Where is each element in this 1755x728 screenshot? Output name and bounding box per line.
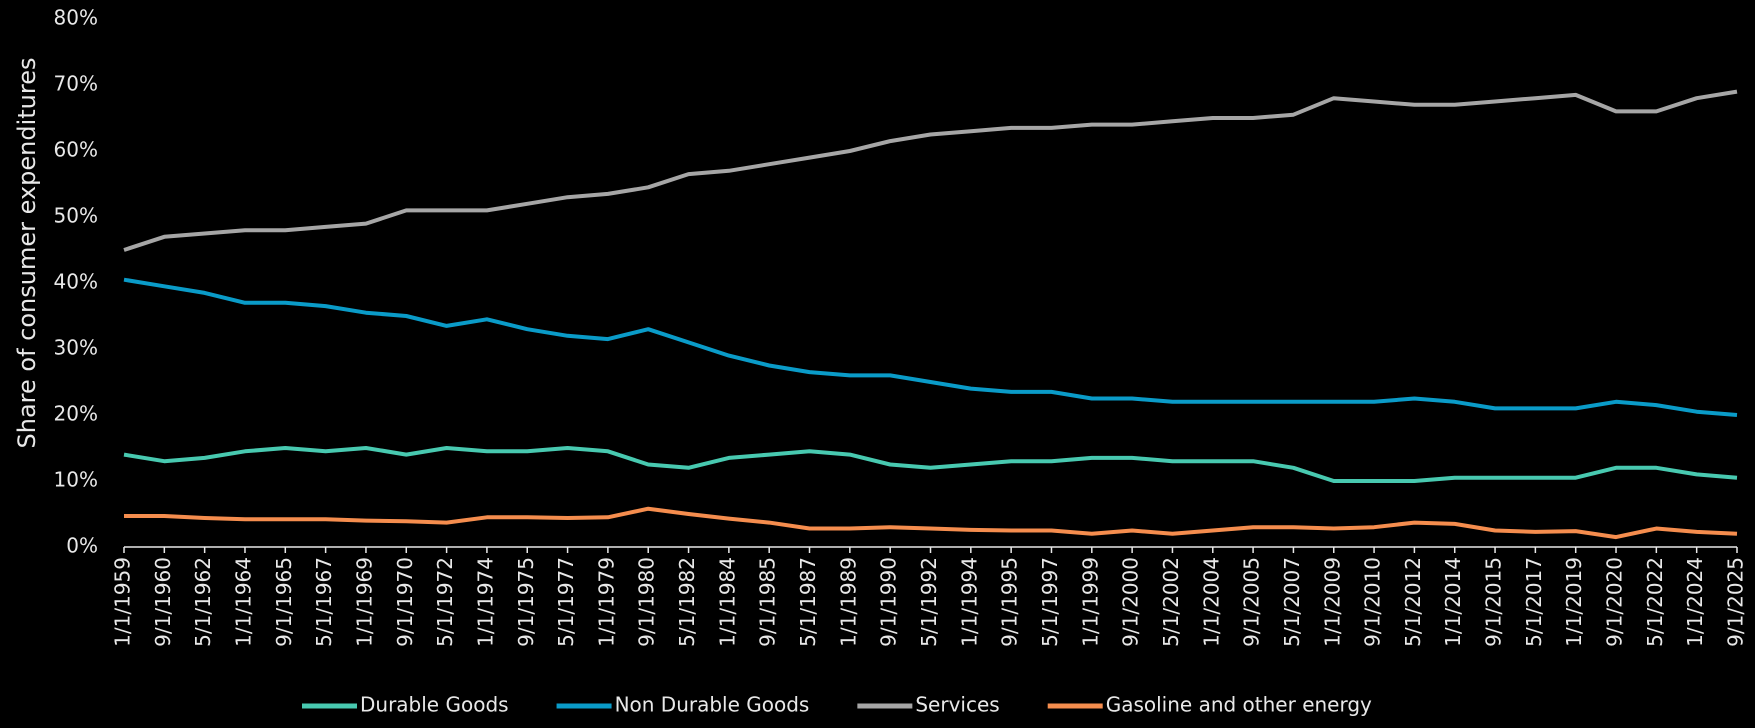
x-tick-label: 1/1/2019 bbox=[1562, 557, 1586, 647]
x-tick-label: 1/1/1964 bbox=[231, 557, 255, 647]
y-tick-label: 70% bbox=[54, 72, 98, 96]
y-tick-label: 20% bbox=[54, 402, 98, 426]
x-tick-label: 9/1/2020 bbox=[1603, 557, 1627, 647]
x-tick-label: 1/1/1969 bbox=[352, 557, 376, 647]
x-tick-label: 9/1/1960 bbox=[151, 557, 175, 647]
x-tick-label: 5/1/1962 bbox=[191, 557, 215, 647]
x-tick-label: 9/1/2005 bbox=[1240, 557, 1264, 647]
x-tick-label: 5/1/2017 bbox=[1522, 557, 1546, 647]
x-tick-label: 5/1/2022 bbox=[1643, 557, 1667, 647]
x-tick-label: 5/1/2002 bbox=[1159, 557, 1183, 647]
x-tick-label: 9/1/1990 bbox=[877, 557, 901, 647]
series-line bbox=[123, 277, 1738, 417]
x-tick-label: 9/1/1980 bbox=[635, 557, 659, 647]
x-tick-label: 5/1/2007 bbox=[1280, 557, 1304, 647]
x-tick-label: 5/1/1987 bbox=[796, 557, 820, 647]
x-tick-label: 1/1/2009 bbox=[1320, 557, 1344, 647]
x-tick-label: 1/1/1994 bbox=[957, 557, 981, 647]
x-tick-label: 1/1/1989 bbox=[836, 557, 860, 647]
x-tick-label: 5/1/1992 bbox=[917, 557, 941, 647]
x-tick-label: 1/1/1974 bbox=[473, 557, 497, 647]
series-line bbox=[123, 446, 1738, 483]
series-line bbox=[124, 506, 1738, 540]
legend-label: Durable Goods bbox=[360, 693, 509, 717]
x-tick-label: 5/1/1967 bbox=[312, 557, 336, 647]
x-tick-label: 1/1/1979 bbox=[594, 557, 618, 647]
y-tick-label: 80% bbox=[54, 6, 98, 30]
x-tick-label: 1/1/2004 bbox=[1199, 557, 1223, 647]
x-tick-label: 5/1/1972 bbox=[433, 557, 457, 647]
x-tick-label: 9/1/1970 bbox=[393, 557, 417, 647]
legend-label: Services bbox=[915, 693, 999, 717]
y-tick-label: 40% bbox=[54, 270, 98, 294]
legend-label: Non Durable Goods bbox=[615, 693, 810, 717]
x-tick-label: 1/1/1984 bbox=[715, 557, 739, 647]
x-tick-label: 9/1/1985 bbox=[756, 557, 780, 647]
x-tick-label: 9/1/2010 bbox=[1361, 557, 1385, 647]
y-tick-label: 10% bbox=[54, 468, 98, 492]
x-tick-label: 9/1/2025 bbox=[1724, 557, 1748, 647]
x-tick-label: 9/1/2000 bbox=[1119, 557, 1143, 647]
legend-label: Gasoline and other energy bbox=[1106, 693, 1372, 717]
series-line bbox=[123, 89, 1738, 252]
x-tick-label: 1/1/2014 bbox=[1441, 557, 1465, 647]
x-tick-label: 9/1/2015 bbox=[1482, 557, 1506, 647]
y-tick-label: 50% bbox=[54, 204, 98, 228]
y-tick-label: 30% bbox=[54, 336, 98, 360]
x-tick-label: 1/1/1999 bbox=[1078, 557, 1102, 647]
x-tick-label: 1/1/1959 bbox=[111, 557, 135, 647]
y-axis-label: Share of consumer expenditures bbox=[13, 58, 41, 449]
x-tick-label: 5/1/1977 bbox=[554, 557, 578, 647]
x-tick-label: 9/1/1965 bbox=[272, 557, 296, 647]
x-tick-label: 9/1/1975 bbox=[514, 557, 538, 647]
x-tick-label: 5/1/1997 bbox=[1038, 557, 1062, 647]
x-tick-label: 5/1/2012 bbox=[1401, 557, 1425, 647]
x-tick-label: 1/1/2024 bbox=[1683, 557, 1707, 647]
x-tick-label: 5/1/1982 bbox=[675, 557, 699, 647]
y-tick-label: 0% bbox=[66, 534, 98, 558]
y-tick-label: 60% bbox=[54, 138, 98, 162]
x-tick-label: 9/1/1995 bbox=[998, 557, 1022, 647]
